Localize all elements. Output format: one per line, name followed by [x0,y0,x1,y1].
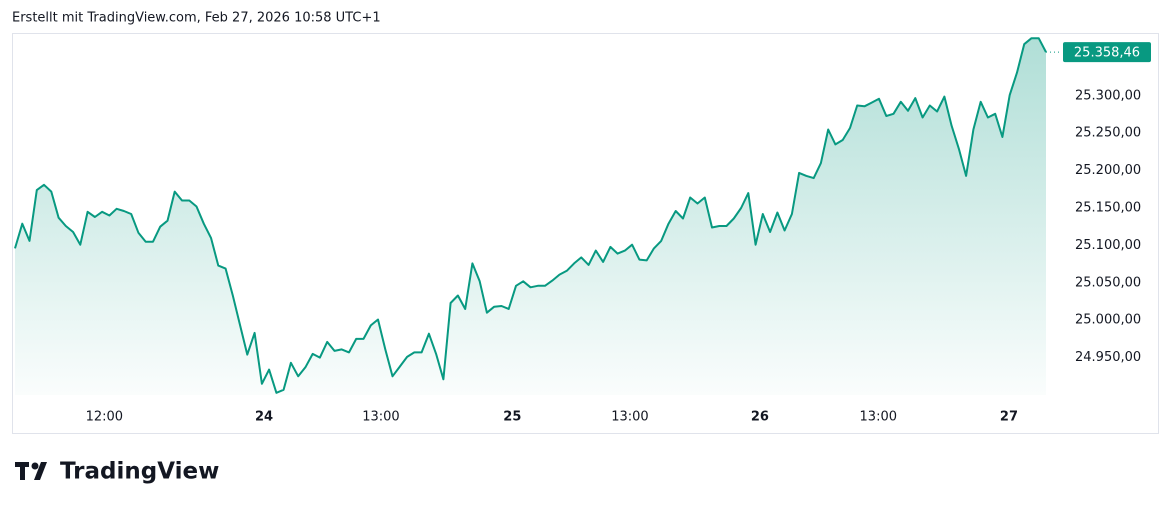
area-fill [15,38,1046,395]
frame [12,33,1159,434]
x-tick-label: 27 [1000,410,1018,425]
x-tick-label: 24 [255,410,273,425]
x-tick-label: 13:00 [611,410,648,425]
x-tick-label: 25 [503,410,521,425]
logo-text: TradingView [60,459,219,485]
x-tick-label: 26 [751,410,769,425]
price-line [14,37,1047,394]
y-tick-label: 25.050,00 [1075,275,1141,290]
header: Erstellt mit TradingView.com, Feb 27, 20… [12,11,381,26]
y-tick-label: 25.300,00 [1075,88,1141,103]
y-tick-label: 25.000,00 [1075,313,1141,328]
x-tick-label: 12:00 [86,410,123,425]
last-price-badge [1063,42,1151,63]
y-tick-label: 25.150,00 [1075,201,1141,216]
y-tick-label: 24.950,00 [1075,350,1141,365]
y-tick-label: 25.200,00 [1075,163,1141,178]
y-tick-label: 25.100,00 [1075,238,1141,253]
logo-icon [15,462,47,480]
x-tick-label: 13:00 [860,410,897,425]
y-tick-label: 25.250,00 [1075,126,1141,141]
x-tick-label: 13:00 [362,410,399,425]
last-price-label: 25.358,46 [1074,46,1140,61]
